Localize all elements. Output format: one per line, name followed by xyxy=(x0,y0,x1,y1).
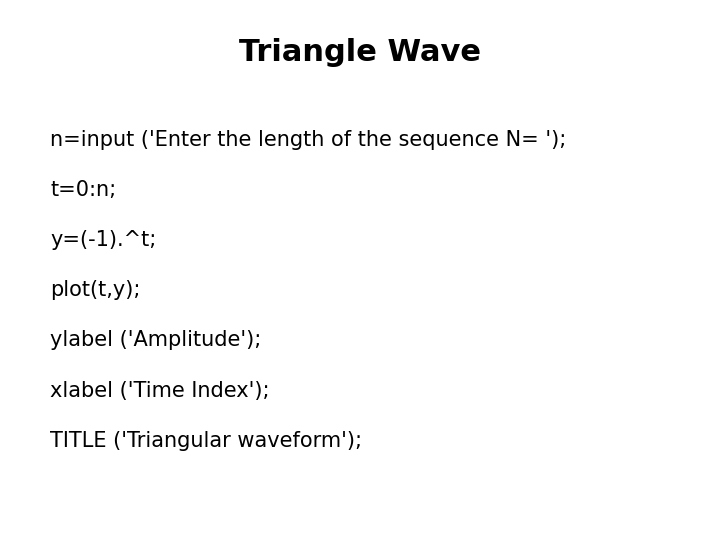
Text: xlabel ('Time Index');: xlabel ('Time Index'); xyxy=(50,381,270,401)
Text: n=input ('Enter the length of the sequence N= ');: n=input ('Enter the length of the sequen… xyxy=(50,130,567,150)
Text: ylabel ('Amplitude');: ylabel ('Amplitude'); xyxy=(50,330,261,350)
Text: TITLE ('Triangular waveform');: TITLE ('Triangular waveform'); xyxy=(50,431,362,451)
Text: Triangle Wave: Triangle Wave xyxy=(239,38,481,67)
Text: y=(-1).^t;: y=(-1).^t; xyxy=(50,230,157,250)
Text: plot(t,y);: plot(t,y); xyxy=(50,280,141,300)
Text: t=0:n;: t=0:n; xyxy=(50,180,117,200)
